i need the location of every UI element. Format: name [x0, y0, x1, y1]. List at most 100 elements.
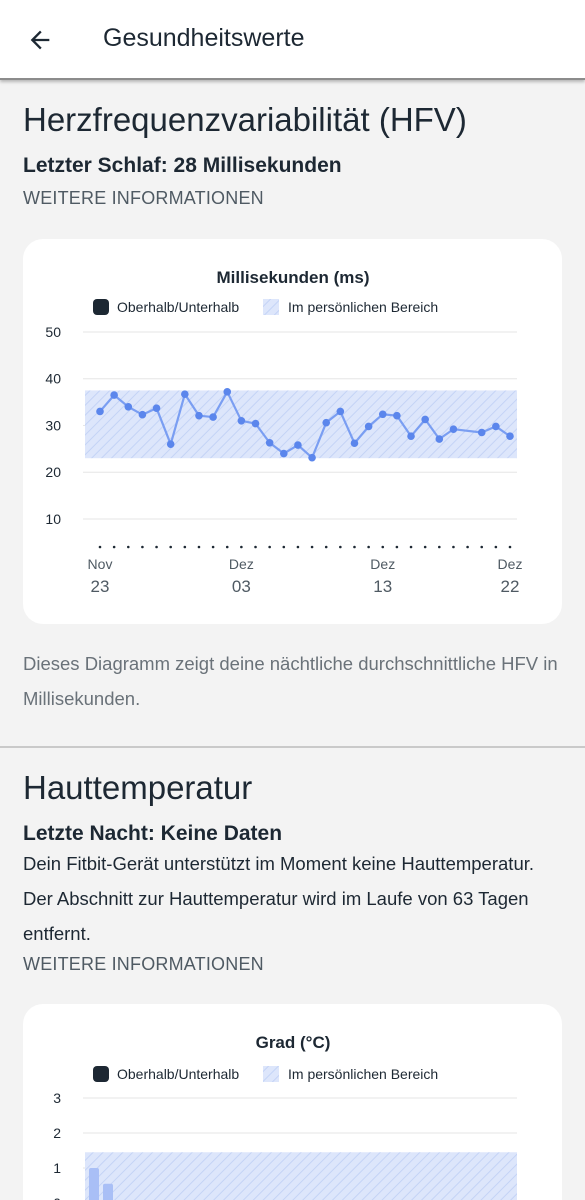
- hrv-more-info-link[interactable]: WEITERE INFORMATIONEN: [23, 188, 264, 208]
- skin-temp-last-night: Letzte Nacht: Keine Daten: [23, 822, 283, 845]
- x-tick-month: Nov: [88, 556, 113, 572]
- hrv-data-point: [492, 422, 500, 431]
- x-tick-mark: [169, 545, 172, 549]
- hrv-data-point: [181, 390, 189, 398]
- y-tick-label: 50: [45, 324, 61, 340]
- x-tick-mark: [126, 545, 130, 549]
- x-tick-mark: [155, 545, 158, 549]
- x-tick-mark: [141, 545, 144, 549]
- x-tick-mark: [395, 545, 399, 549]
- hrv-data-point: [294, 441, 302, 449]
- x-tick-mark: [282, 545, 286, 549]
- x-tick-mark: [353, 545, 356, 549]
- temp-bar: [103, 1183, 113, 1200]
- hrv-data-point: [124, 402, 133, 411]
- legend-label-personal-range: Im persönlichen Bereich: [288, 299, 438, 315]
- temp-bar: [89, 1168, 99, 1200]
- x-tick-mark: [409, 545, 413, 549]
- x-tick-mark: [494, 545, 498, 549]
- legend-swatch-personal-range: [263, 1066, 279, 1082]
- x-tick-mark: [197, 545, 201, 549]
- back-button[interactable]: [20, 20, 60, 60]
- skin-temp-chart: Grad (°C) Oberhalb/Unterhalb Im persönlich…: [53, 1033, 517, 1200]
- legend-swatch-personal-range: [263, 299, 279, 315]
- x-tick-day: 13: [373, 577, 392, 596]
- hrv-data-point: [195, 411, 203, 420]
- x-tick-mark: [296, 545, 300, 549]
- y-tick-label: 20: [45, 464, 61, 480]
- x-tick-day: 03: [232, 577, 251, 596]
- x-tick-day: 22: [501, 577, 520, 596]
- hrv-data-point: [265, 438, 274, 447]
- hrv-data-point: [279, 449, 288, 458]
- x-tick-mark: [240, 545, 243, 549]
- hrv-data-point: [407, 432, 415, 441]
- y-tick-label: 2: [53, 1125, 61, 1141]
- hrv-data-point: [322, 418, 331, 427]
- x-tick-mark: [211, 545, 215, 549]
- x-tick-month: Dez: [370, 556, 395, 572]
- x-tick-mark: [381, 545, 385, 549]
- skin-temp-more-info-link[interactable]: WEITERE INFORMATIONEN: [23, 954, 264, 974]
- x-tick-mark: [254, 545, 257, 549]
- x-tick-mark: [466, 545, 469, 549]
- hrv-data-point: [209, 413, 217, 421]
- hrv-data-point: [166, 440, 175, 448]
- hrv-data-point: [223, 388, 232, 396]
- y-tick-label: 3: [53, 1090, 61, 1106]
- hrv-data-point: [421, 415, 429, 424]
- x-tick-mark: [452, 545, 455, 549]
- x-tick-mark: [339, 545, 342, 549]
- x-tick-mark: [98, 545, 102, 549]
- hrv-data-point: [336, 407, 345, 416]
- chart-title: Grad (°C): [256, 1033, 331, 1052]
- y-tick-label: 0: [53, 1195, 61, 1200]
- hrv-data-point: [308, 453, 316, 462]
- x-tick-mark: [112, 545, 116, 549]
- hrv-data-point: [506, 432, 514, 441]
- x-tick-month: Dez: [498, 556, 523, 572]
- skin-temp-notice: Dein Fitbit-Gerät unterstützt im Moment …: [23, 853, 535, 944]
- hrv-data-point: [237, 417, 246, 425]
- chart-title: Millisekunden (ms): [216, 268, 369, 287]
- x-tick-mark: [310, 545, 314, 549]
- hrv-data-point: [251, 419, 260, 428]
- x-tick-day: 23: [91, 577, 110, 596]
- y-tick-label: 10: [45, 511, 61, 527]
- hrv-data-point: [449, 425, 458, 434]
- page-title: Gesundheitswerte: [103, 24, 305, 52]
- legend-label-above-below: Oberhalb/Unterhalb: [117, 1066, 239, 1082]
- hrv-last-sleep: Letzter Schlaf: 28 Millisekunden: [23, 154, 342, 177]
- hrv-data-point: [477, 428, 486, 437]
- x-tick-mark: [324, 545, 328, 549]
- personal-range-band: [85, 1152, 517, 1200]
- x-tick-month: Dez: [229, 556, 254, 572]
- hrv-data-point: [110, 391, 118, 399]
- skin-temp-section-title: Hauttemperatur: [23, 769, 253, 806]
- hrv-section-title: Herzfrequenzvariabilität (HFV): [23, 101, 467, 138]
- x-tick-mark: [423, 545, 427, 549]
- hrv-chart-card: Millisekunden (ms) Oberhalb/Unterhalb Im p…: [23, 239, 562, 624]
- legend-swatch-above-below: [93, 1066, 109, 1082]
- x-tick-mark: [268, 545, 271, 549]
- y-tick-label: 1: [53, 1160, 61, 1176]
- hrv-data-point: [364, 422, 373, 431]
- skin-temp-chart-card: Grad (°C) Oberhalb/Unterhalb Im persönlich…: [23, 1004, 562, 1200]
- y-tick-label: 30: [45, 417, 61, 433]
- hrv-data-point: [393, 411, 401, 420]
- x-tick-mark: [183, 545, 187, 549]
- y-tick-label: 40: [45, 371, 61, 387]
- legend-label-personal-range: Im persönlichen Bereich: [288, 1066, 438, 1082]
- arrow-left-icon: [30, 30, 50, 50]
- x-tick-mark: [367, 545, 370, 549]
- app-bar: Gesundheitswerte: [0, 0, 585, 80]
- hrv-data-point: [96, 407, 104, 416]
- x-tick-mark: [508, 545, 512, 549]
- section-divider: [0, 746, 585, 748]
- hrv-data-point: [435, 435, 444, 443]
- hrv-data-point: [378, 410, 387, 419]
- hrv-data-point: [350, 439, 359, 448]
- hrv-data-point: [152, 404, 161, 412]
- hrv-chart: Millisekunden (ms) Oberhalb/Unterhalb Im p…: [45, 268, 523, 596]
- hrv-data-point: [138, 410, 147, 419]
